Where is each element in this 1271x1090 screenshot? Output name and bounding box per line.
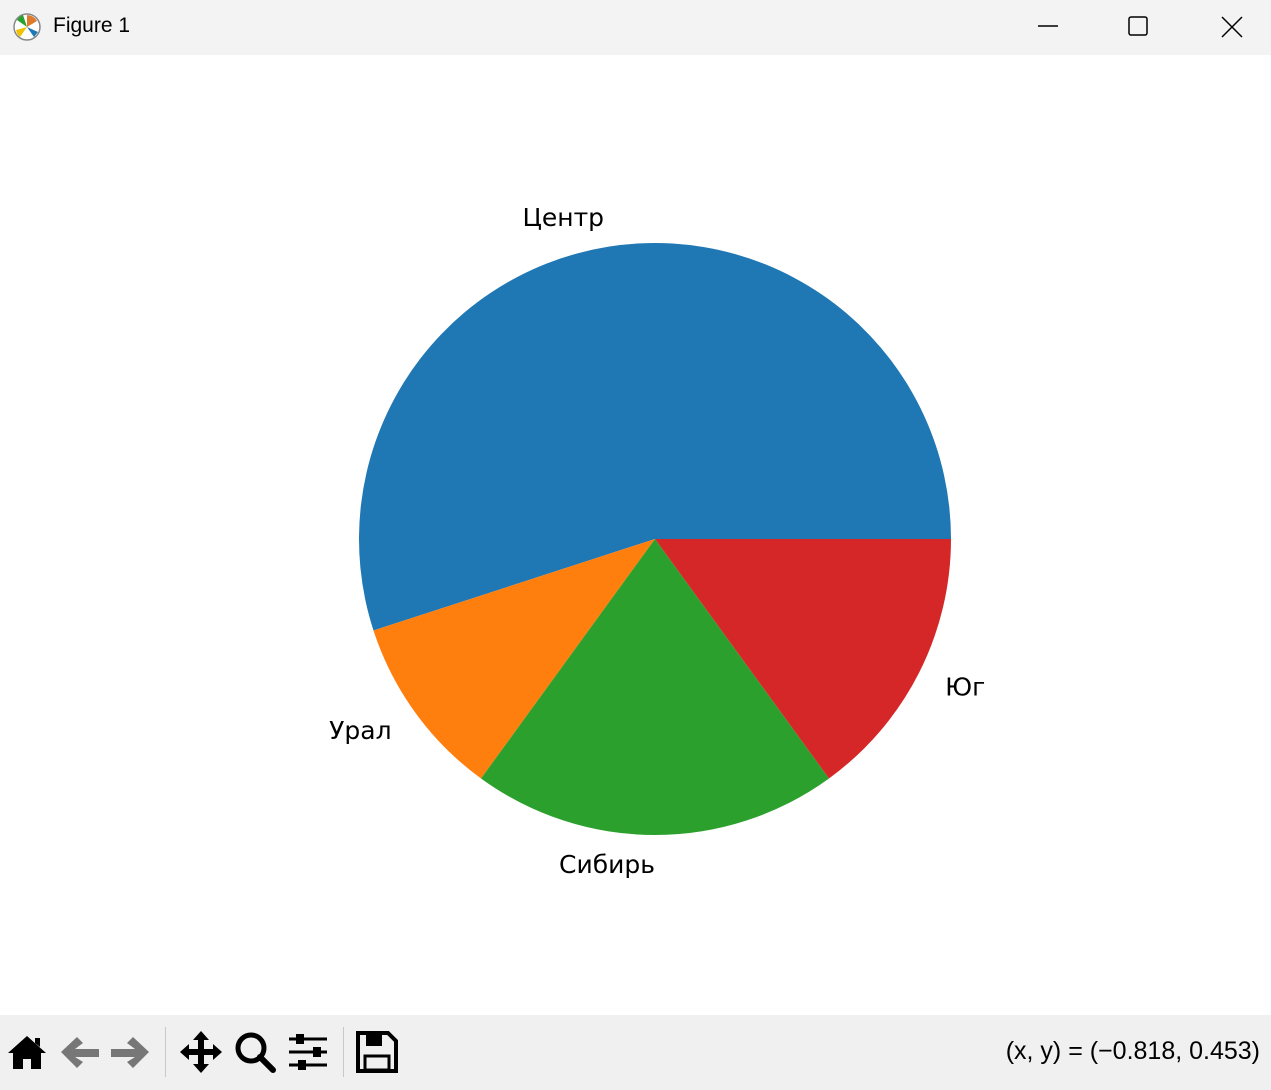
slice-label: Сибирь [559,850,655,879]
matplotlib-logo-icon [13,13,41,41]
window-title: Figure 1 [53,14,131,37]
minimize-button[interactable] [1002,0,1094,55]
pie-slice-1 [373,539,655,779]
forward-arrow-icon[interactable] [107,1029,153,1075]
cursor-coordinates: (x, y) = (−0.818, 0.453) [1005,1037,1260,1065]
slice-label: Юг [945,672,985,701]
pie-slice-2 [481,539,829,835]
toolbar-separator [343,1027,344,1077]
pie-slice-0 [359,243,951,631]
configure-subplots-icon[interactable] [285,1029,331,1075]
close-button[interactable] [1186,0,1271,55]
navigation-toolbar: (x, y) = (−0.818, 0.453) [0,1015,1271,1090]
zoom-icon[interactable] [232,1029,278,1075]
toolbar-separator [165,1027,166,1077]
title-bar: Figure 1 [0,0,1271,55]
back-arrow-icon[interactable] [57,1029,103,1075]
save-icon[interactable] [354,1029,400,1075]
slice-label: Центр [522,203,604,232]
slice-label: Урал [329,716,391,745]
home-icon[interactable] [4,1029,50,1075]
maximize-button[interactable] [1092,0,1184,55]
pie-chart[interactable]: Центр Урал Сибирь Юг [0,55,1271,1015]
pan-icon[interactable] [178,1029,224,1075]
pie-slice-3 [655,539,951,779]
